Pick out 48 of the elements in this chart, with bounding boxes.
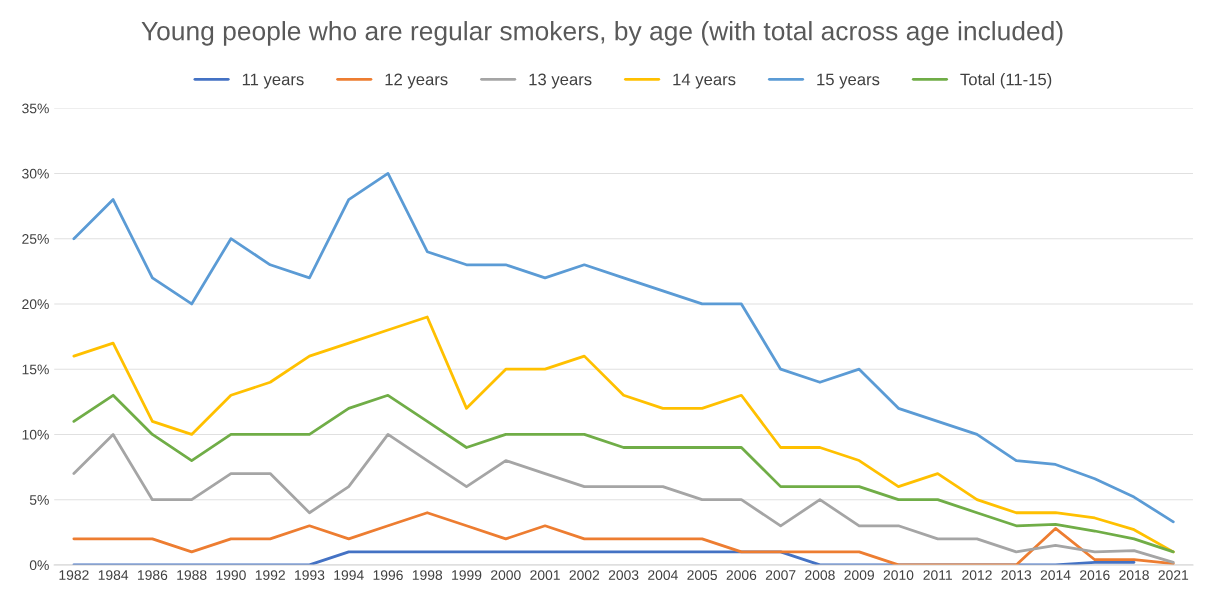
x-tick-label: 2014 bbox=[1040, 570, 1071, 580]
line-series bbox=[72, 393, 1175, 554]
y-tick-label: 10% bbox=[22, 429, 49, 440]
y-tick-label: 15% bbox=[22, 364, 49, 375]
legend-label: 15 years bbox=[817, 73, 880, 89]
x-tick-label: 2004 bbox=[648, 570, 678, 580]
x-tick-label: 1998 bbox=[412, 570, 443, 580]
legend-label: 14 years bbox=[673, 73, 736, 89]
x-tick-label: 1999 bbox=[452, 570, 482, 580]
legend-label: 12 years bbox=[385, 73, 448, 89]
x-tick-label: 2018 bbox=[1119, 570, 1149, 580]
x-tick-label: 1984 bbox=[98, 570, 129, 580]
x-tick-label: 2013 bbox=[1001, 570, 1032, 580]
x-tick-label: 2021 bbox=[1158, 570, 1189, 580]
x-tick-label: 1982 bbox=[59, 570, 89, 580]
x-tick-label: 1993 bbox=[295, 570, 325, 580]
x-tick-label: 2009 bbox=[844, 570, 874, 580]
x-tick-label: 2016 bbox=[1080, 570, 1110, 580]
x-tick-label: 2007 bbox=[765, 570, 796, 580]
x-tick-label: 1994 bbox=[334, 570, 364, 580]
y-tick-label: 5% bbox=[29, 495, 49, 505]
y-tick-label: 20% bbox=[22, 299, 49, 310]
chart-title: Young people who are regular smokers, by age (with total across age included) bbox=[141, 21, 1063, 46]
line-series bbox=[72, 433, 1175, 564]
x-tick-label: 2000 bbox=[491, 570, 521, 580]
x-tick-label: 2006 bbox=[726, 570, 757, 580]
x-tick-label: 1996 bbox=[373, 570, 403, 580]
x-tick-label: 1986 bbox=[138, 570, 168, 580]
x-tick-label: 2010 bbox=[883, 570, 914, 580]
legend-label: 11 years bbox=[242, 73, 304, 89]
legend-label: 13 years bbox=[529, 73, 592, 89]
x-tick-label: 2002 bbox=[569, 570, 600, 580]
x-tick-label: 1988 bbox=[177, 570, 207, 580]
line-series bbox=[72, 511, 1175, 565]
x-tick-label: 1990 bbox=[216, 570, 246, 580]
y-tick-label: 25% bbox=[22, 234, 49, 244]
y-tick-label: 30% bbox=[22, 168, 49, 179]
line-series bbox=[72, 172, 1175, 524]
y-tick-label: 35% bbox=[22, 103, 49, 114]
legend-label: Total (11-15) bbox=[960, 73, 1052, 89]
x-tick-label: 2008 bbox=[805, 570, 835, 580]
x-tick-label: 2012 bbox=[962, 570, 992, 580]
y-tick-label: 0% bbox=[29, 560, 49, 571]
x-tick-label: 2003 bbox=[608, 570, 639, 580]
x-tick-label: 2005 bbox=[687, 570, 717, 580]
x-tick-label: 2011 bbox=[923, 570, 952, 580]
x-tick-label: 1992 bbox=[255, 570, 285, 580]
x-tick-label: 2001 bbox=[530, 570, 560, 580]
